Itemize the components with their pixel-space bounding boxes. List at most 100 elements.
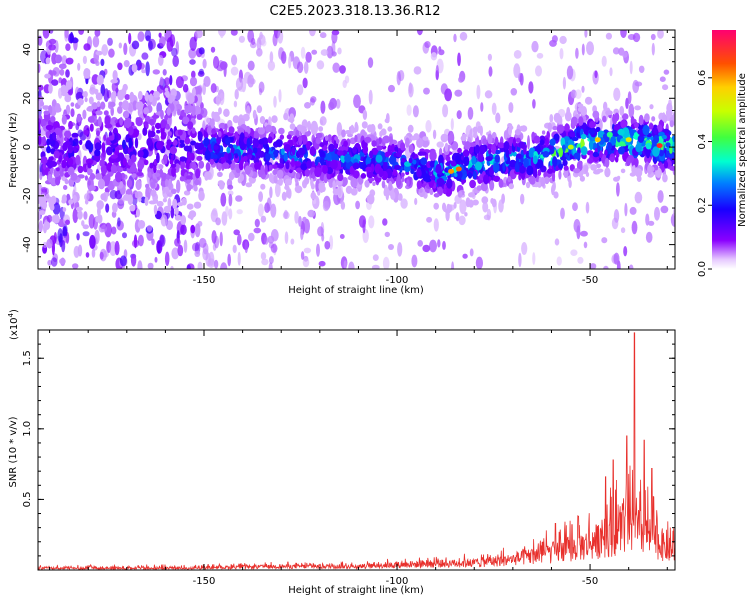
heatmap-cell — [435, 163, 442, 175]
heatmap-cell — [547, 168, 553, 174]
heatmap-cell — [536, 159, 544, 168]
heatmap-cell — [367, 124, 373, 133]
heatmap-cell — [387, 126, 393, 132]
heatmap-cell — [528, 81, 534, 94]
heatmap-cell — [46, 238, 53, 249]
heatmap-cell — [489, 180, 495, 191]
heatmap-cell — [324, 200, 330, 208]
heatmap-cell — [324, 135, 329, 142]
heatmap-cell — [144, 91, 149, 102]
heatmap-cell — [283, 112, 289, 121]
heatmap-cell — [573, 168, 581, 174]
heatmap-cell — [191, 70, 196, 79]
heatmap-cell — [542, 151, 550, 158]
heatmap-cell — [67, 166, 75, 176]
heatmap-cell — [194, 223, 201, 238]
heatmap-cell — [645, 148, 651, 159]
heatmap-cell — [162, 69, 167, 76]
heatmap-cell — [551, 171, 556, 182]
heatmap-cell — [602, 115, 607, 123]
heatmap-cell — [485, 156, 493, 162]
heatmap-cell — [183, 190, 191, 196]
heatmap-cell — [372, 254, 379, 261]
heatmap-cell — [647, 220, 655, 226]
heatmap-cell — [320, 100, 326, 114]
heatmap-cell — [283, 209, 288, 219]
heatmap-cell — [288, 55, 292, 69]
heatmap-cell — [665, 142, 671, 148]
heatmap-cell — [474, 144, 480, 154]
heatmap-cell — [247, 60, 255, 71]
heatmap-cell — [476, 84, 481, 100]
heatmap-cell — [482, 138, 488, 145]
heatmap-cell — [117, 62, 123, 71]
heatmap-cell — [278, 89, 282, 103]
heatmap-cell — [154, 256, 158, 263]
heatmap-cell — [69, 31, 74, 44]
heatmap-cell — [156, 200, 164, 207]
heatmap-cell — [284, 178, 292, 186]
heatmap-cell — [270, 164, 279, 169]
heatmap-cell — [136, 181, 140, 191]
heatmap-cell — [295, 129, 300, 138]
heatmap-cell — [325, 152, 332, 161]
heatmap-cell — [472, 170, 477, 180]
heatmap-cell — [558, 163, 564, 170]
heatmap-cell — [83, 43, 91, 51]
heatmap-cell — [332, 62, 341, 73]
heatmap-cell — [281, 191, 287, 201]
heatmap-cell — [329, 235, 334, 250]
heatmap-cell — [45, 57, 51, 65]
heatmap-cell — [164, 91, 170, 96]
heatmap-cell — [77, 165, 84, 174]
heatmap-cell — [309, 146, 317, 156]
heatmap-cell — [51, 79, 59, 86]
heatmap-cell — [83, 211, 88, 220]
heatmap-cell — [650, 136, 654, 141]
heatmap-cell — [134, 191, 139, 199]
heatmap-cell — [337, 47, 342, 55]
heatmap-cell — [118, 42, 123, 49]
heatmap-cell — [109, 101, 116, 108]
heatmap-cell — [422, 244, 431, 253]
heatmap-cell — [344, 130, 352, 135]
heatmap-cell — [481, 196, 489, 204]
heatmap-cell — [75, 154, 81, 166]
heatmap-cell — [510, 88, 518, 96]
heatmap-cell — [616, 182, 620, 197]
heatmap-cell — [141, 69, 146, 74]
heatmap-cell — [384, 151, 390, 158]
heatmap-cell — [371, 147, 379, 155]
heatmap-cell — [558, 115, 563, 126]
heatmap-cell — [629, 206, 637, 215]
heatmap-cell — [272, 33, 278, 47]
heatmap-cell — [468, 192, 476, 198]
heatmap-cell — [174, 214, 182, 221]
heatmap-cell — [148, 40, 153, 51]
heatmap-cell — [58, 155, 63, 163]
heatmap-cell — [54, 127, 62, 136]
heatmap-cell — [300, 163, 308, 171]
heatmap-cell — [390, 191, 396, 200]
heatmap-cell — [47, 173, 53, 183]
heatmap-cell — [432, 129, 437, 140]
heatmap-cell — [289, 123, 296, 130]
heatmap-cell — [137, 260, 143, 269]
heatmap-cell — [454, 89, 463, 97]
heatmap-cell — [153, 204, 158, 215]
heatmap-cell — [228, 126, 235, 134]
heatmap-cell — [488, 66, 493, 77]
heatmap-cell — [516, 157, 520, 164]
heatmap-cell — [62, 226, 68, 238]
heatmap-cell — [475, 256, 483, 269]
spectrogram-x-tick-label: -50 — [582, 275, 598, 286]
heatmap-cell — [354, 134, 358, 143]
heatmap-cell — [248, 232, 255, 242]
heatmap-cell — [620, 30, 627, 38]
heatmap-cell — [537, 181, 541, 187]
heatmap-cell — [483, 214, 491, 221]
heatmap-cell — [123, 60, 130, 68]
heatmap-cell — [187, 151, 192, 163]
heatmap-cell — [394, 146, 399, 152]
heatmap-cell — [316, 60, 325, 70]
